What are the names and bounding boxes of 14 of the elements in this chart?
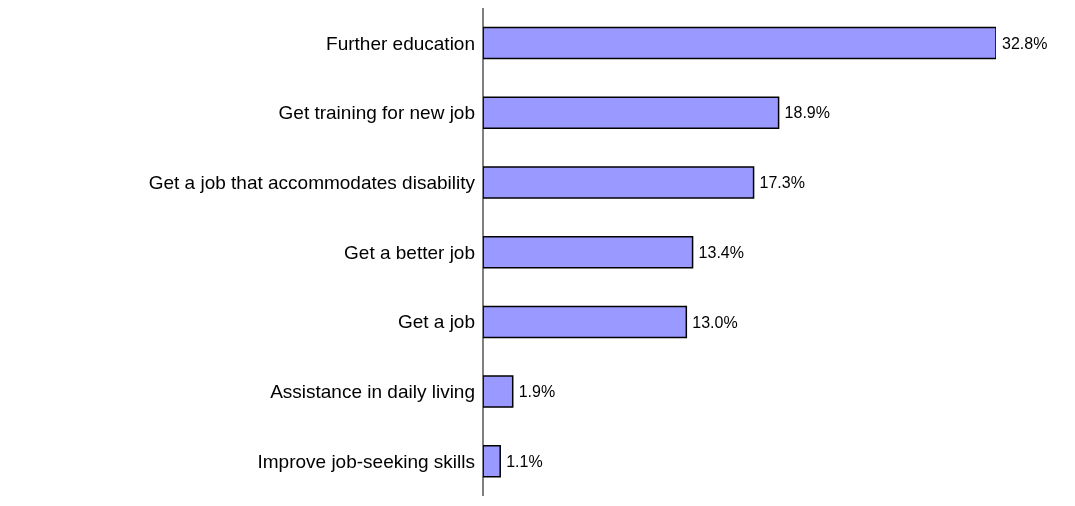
y-tick-label: Improve job-seeking skills xyxy=(257,450,475,472)
y-tick-label: Get a job that accommodates disability xyxy=(148,172,476,194)
data-label: 18.9% xyxy=(784,104,830,122)
data-label: 17.3% xyxy=(759,174,805,192)
y-tick-label: Get a better job xyxy=(344,241,475,263)
data-label: 32.8% xyxy=(1002,34,1048,52)
y-tick-label: Get training for new job xyxy=(278,102,475,124)
y-tick-label: Assistance in daily living xyxy=(270,381,475,403)
y-tick-label: Further education xyxy=(326,32,475,54)
data-label: 13.4% xyxy=(698,243,744,261)
data-label: 1.1% xyxy=(506,452,543,470)
data-label: 1.9% xyxy=(518,383,556,401)
data-label: 13.0% xyxy=(692,313,738,331)
y-tick-label: Get a job xyxy=(397,311,475,333)
